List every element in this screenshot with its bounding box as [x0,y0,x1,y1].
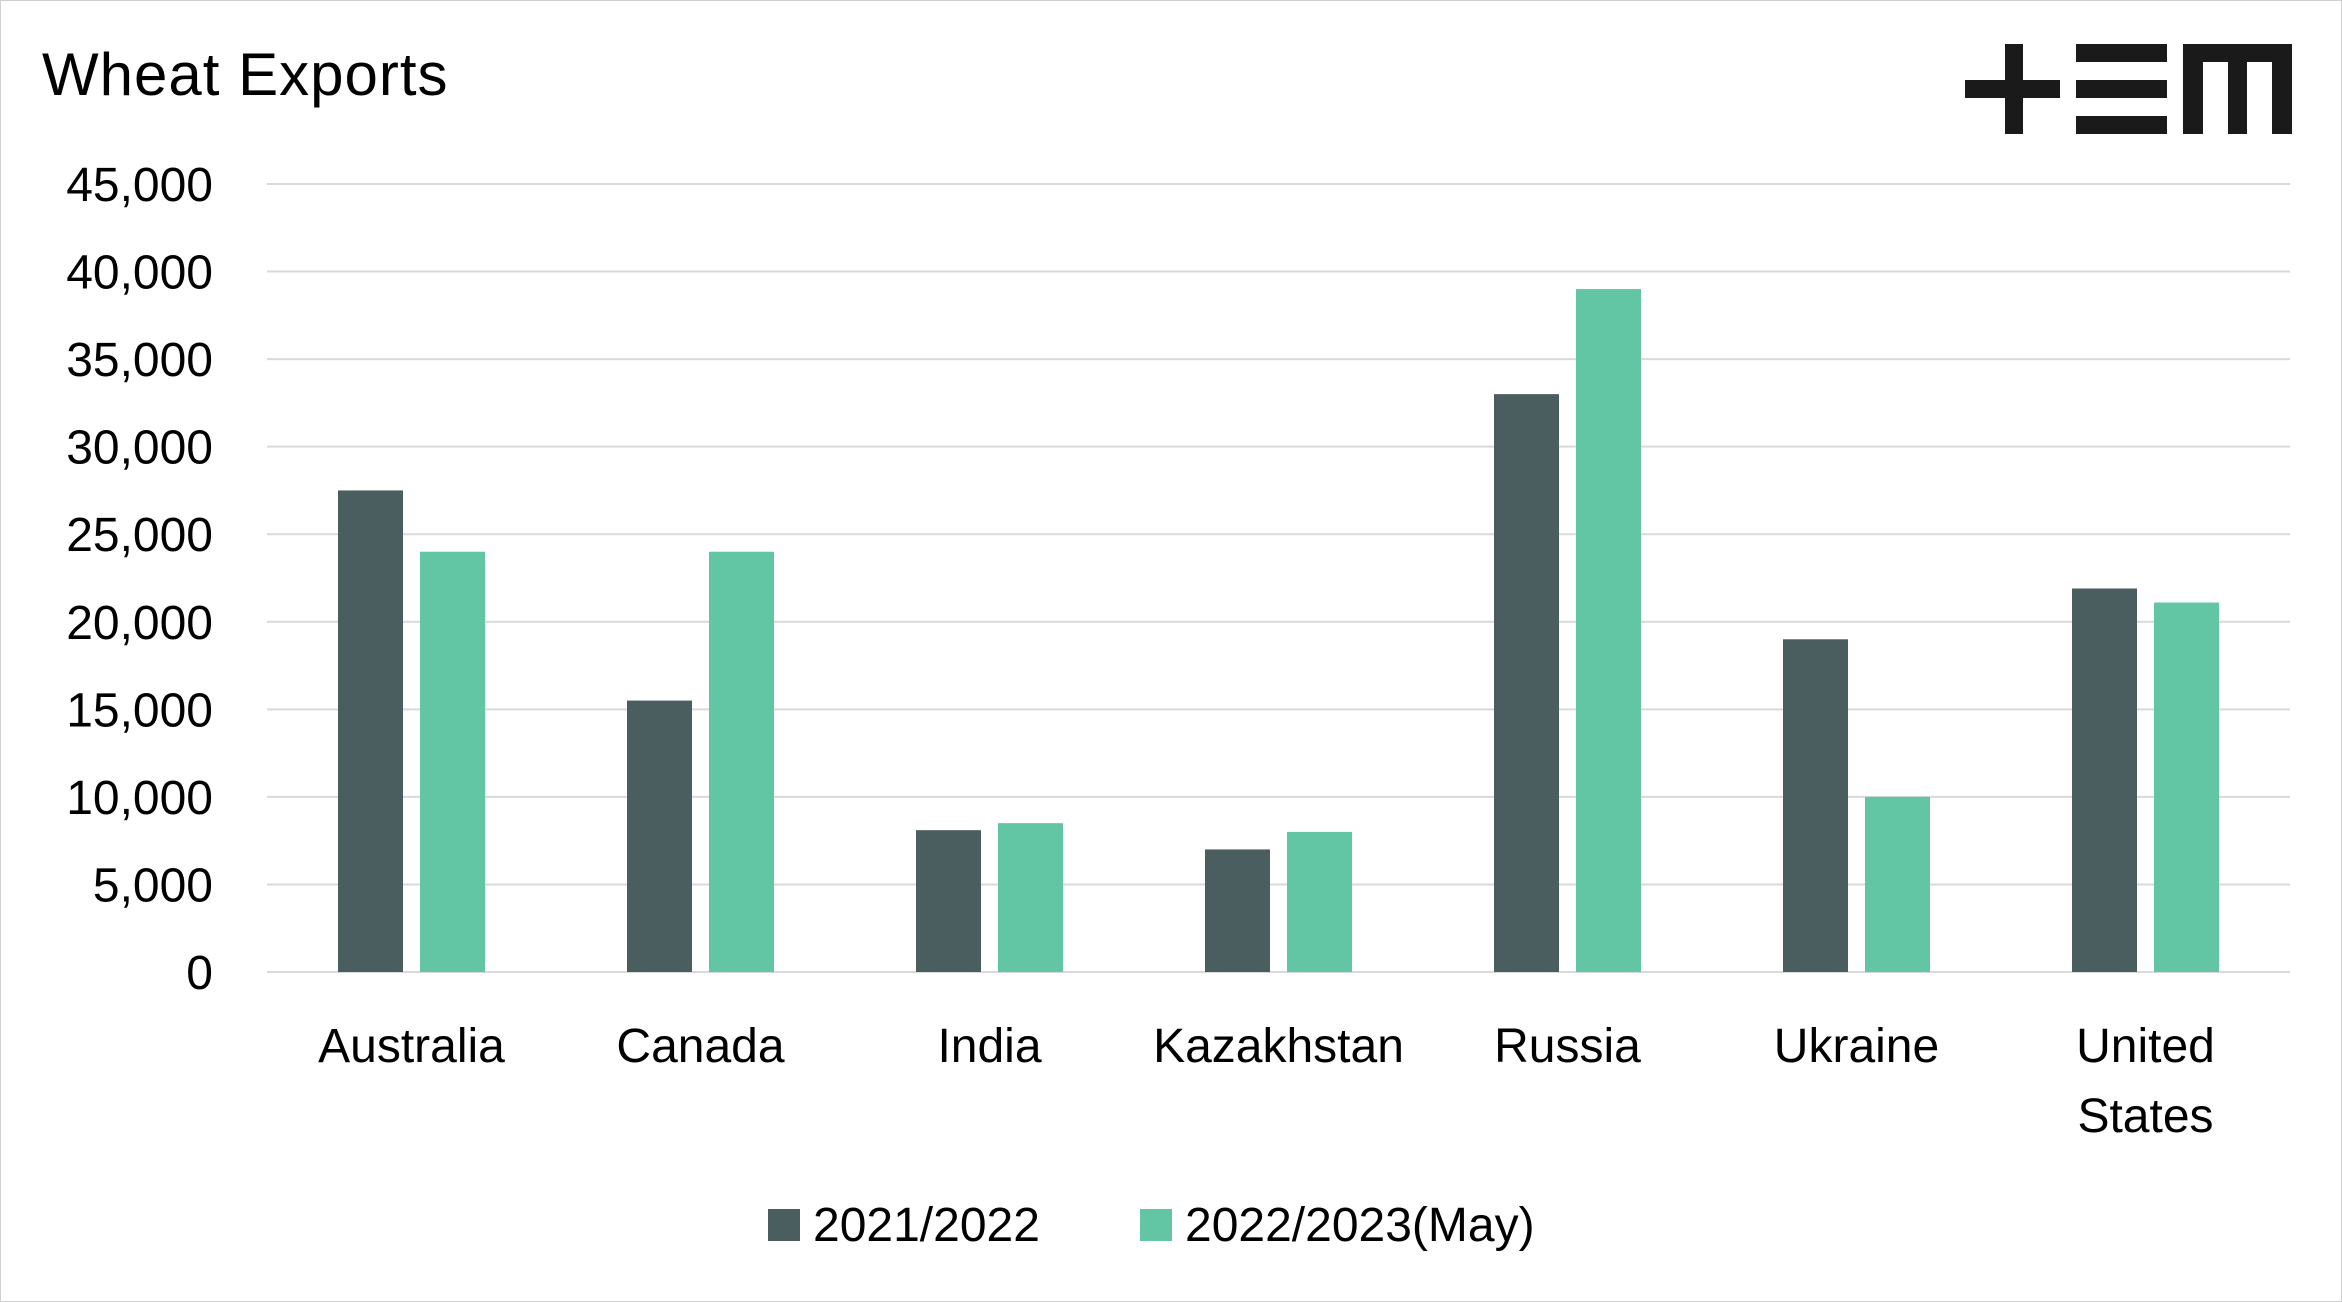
bar [1865,796,1930,972]
x-tick-label: Kazakhstan [1153,1020,1404,1073]
x-tick-label: States [2077,1090,2213,1143]
legend-swatch [1140,1209,1172,1241]
y-tick-label: 40,000 [66,247,213,300]
y-tick-label: 25,000 [66,509,213,562]
x-tick-label: Ukraine [1774,1020,1939,1073]
bar [998,823,1063,972]
chart-title: Wheat Exports [42,41,449,108]
x-tick-label: India [937,1020,1041,1073]
bar [709,551,774,972]
y-tick-label: 35,000 [66,334,213,387]
legend-swatch [768,1209,800,1241]
y-tick-label: 30,000 [66,422,213,475]
gridlines [267,183,2290,973]
bar [1205,849,1270,972]
bar [420,551,485,972]
legend-label: 2021/2022 [813,1199,1040,1252]
bar [1783,639,1848,972]
x-tick-label: Canada [616,1020,784,1073]
bar [2072,588,2137,972]
bar [1494,394,1559,973]
bar [1287,831,1352,972]
y-tick-label: 45,000 [66,159,213,212]
bar [1576,289,1641,973]
y-tick-label: 5,000 [93,859,213,912]
bar [2154,602,2219,972]
bar [627,700,692,972]
legend: 2021/2022 2022/2023(May) [768,1199,1535,1252]
y-tick-label: 10,000 [66,772,213,825]
y-tick-label: 20,000 [66,597,213,650]
y-tick-label: 0 [186,947,213,1000]
x-axis-ticks: Australia Canada India Kazakhstan Russia Ukra… [318,1020,2215,1143]
x-tick-label: Russia [1494,1020,1641,1073]
bar [338,490,403,972]
legend-label: 2022/2023(May) [1185,1199,1535,1252]
x-tick-label: Australia [318,1020,505,1073]
tem-logo [1965,44,2292,134]
x-tick-label: United [2076,1020,2215,1073]
bars [338,289,2219,973]
y-tick-label: 15,000 [66,684,213,737]
bar [916,830,981,972]
y-axis-ticks: 0 5,000 10,000 15,000 20,000 25,000 30,000 35,0… [66,159,213,1000]
